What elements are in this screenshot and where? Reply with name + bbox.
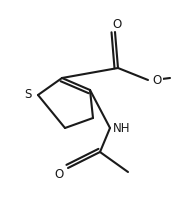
Text: O: O <box>54 167 64 181</box>
Text: O: O <box>152 73 162 86</box>
Text: NH: NH <box>113 122 131 134</box>
Text: S: S <box>24 89 32 102</box>
Text: O: O <box>112 18 122 31</box>
